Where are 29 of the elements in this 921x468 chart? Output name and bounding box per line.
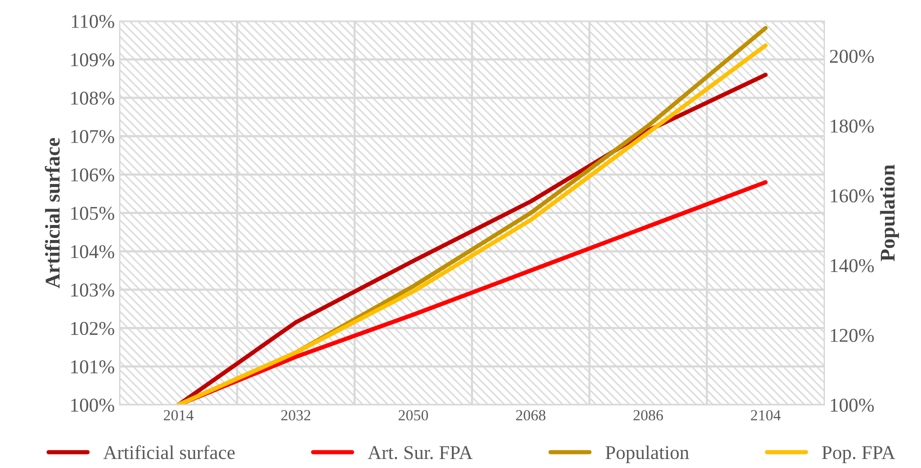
- x-tick-label: 2086: [634, 410, 663, 420]
- y-tick-label: 102%: [71, 322, 114, 336]
- legend-label: Pop. FPA: [822, 446, 896, 464]
- legend-label: Artificial surface: [103, 445, 235, 460]
- x-tick-label: 2068: [516, 410, 546, 420]
- y-tick-label: 107%: [71, 130, 114, 144]
- legend-label: Art. Sur. FPA: [368, 446, 473, 460]
- y-tick-label: 104%: [71, 245, 114, 258]
- y-tick-label: 103%: [71, 284, 114, 297]
- y-tick-label: 101%: [71, 360, 114, 374]
- y2-tick-label: 180%: [830, 120, 874, 133]
- y2-tick-label: 120%: [830, 328, 874, 342]
- x-tick-label: 2050: [398, 410, 428, 420]
- x-tick-label: 2104: [750, 410, 781, 420]
- y-axis-title: Artificial surface: [44, 138, 60, 288]
- y2-tick-label: 200%: [830, 50, 874, 63]
- y2-axis-title: Population: [880, 164, 899, 262]
- y-tick-label: 110%: [72, 14, 114, 28]
- y-tick-label: 105%: [71, 206, 114, 220]
- y-tick-label: 109%: [71, 53, 114, 66]
- legend-label: Population: [606, 445, 689, 464]
- y2-tick-label: 140%: [830, 259, 874, 272]
- x-tick-label: 2014: [164, 410, 194, 420]
- y2-tick-label: 100%: [830, 398, 874, 412]
- y-tick-label: 100%: [71, 398, 114, 412]
- y2-tick-label: 160%: [830, 189, 874, 202]
- x-tick-label: 2032: [281, 410, 310, 420]
- y-tick-label: 108%: [71, 92, 114, 105]
- y-tick-label: 106%: [71, 168, 114, 182]
